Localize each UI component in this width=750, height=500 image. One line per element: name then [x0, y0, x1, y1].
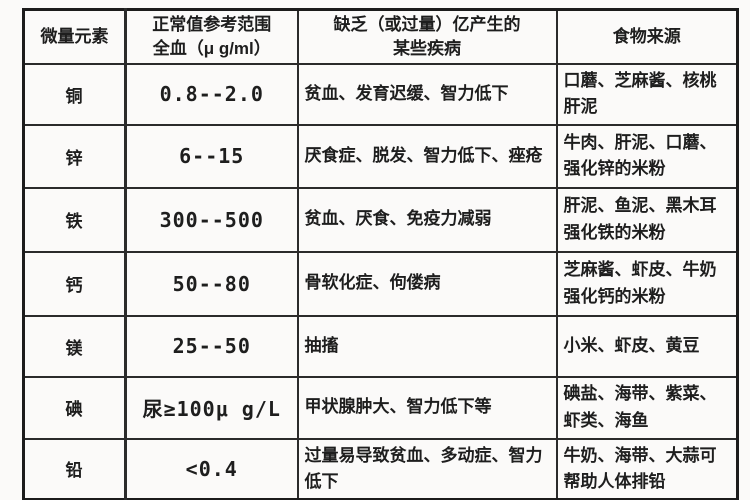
- foods-cell: 芝麻酱、虾皮、牛奶强化钙的米粉: [555, 250, 739, 317]
- element-cell: 铜: [22, 62, 127, 126]
- trace-elements-table: 微量元素 正常值参考范围 全血（μ g/ml） 缺乏（或过量）亿产生的 某些疾病…: [22, 8, 739, 500]
- diseases-cell: 抽搐: [296, 314, 558, 378]
- range-cell: 尿≥100μ g/L: [124, 375, 299, 440]
- element-cell: 碘: [22, 375, 127, 440]
- table-header: 微量元素 正常值参考范围 全血（μ g/ml） 缺乏（或过量）亿产生的 某些疾病…: [22, 8, 739, 65]
- element-cell: 镁: [22, 314, 127, 378]
- element-cell: 锌: [22, 123, 127, 189]
- header-normal-range: 正常值参考范围 全血（μ g/ml）: [124, 8, 299, 65]
- table-row: 钙 50--80 骨软化症、佝偻病 芝麻酱、虾皮、牛奶强化钙的米粉: [22, 250, 739, 317]
- foods-cell: 口蘑、芝麻酱、核桃肝泥: [555, 62, 739, 126]
- element-cell: 铅: [22, 437, 127, 500]
- diseases-cell: 贫血、厌食、免疫力减弱: [296, 186, 558, 253]
- header-diseases: 缺乏（或过量）亿产生的 某些疾病: [296, 8, 558, 65]
- header-food-sources: 食物来源: [555, 8, 739, 65]
- foods-cell: 肝泥、鱼泥、黑木耳强化铁的米粉: [555, 186, 739, 253]
- range-cell: <0.4: [124, 437, 299, 500]
- table-row: 铅 <0.4 过量易导致贫血、多动症、智力低下 牛奶、海带、大蒜可帮助人体排铅: [22, 437, 739, 500]
- diseases-cell: 厌食症、脱发、智力低下、痤疮: [296, 123, 558, 189]
- diseases-cell: 过量易导致贫血、多动症、智力低下: [296, 437, 558, 500]
- range-cell: 25--50: [124, 314, 299, 378]
- foods-cell: 小米、虾皮、黄豆: [555, 314, 739, 378]
- diseases-cell: 骨软化症、佝偻病: [296, 250, 558, 317]
- table-body: 铜 0.8--2.0 贫血、发育迟缓、智力低下 口蘑、芝麻酱、核桃肝泥锌 6--15 厌食…: [22, 62, 739, 500]
- table-row: 镁 25--50 抽搐 小米、虾皮、黄豆: [22, 314, 739, 378]
- foods-cell: 牛奶、海带、大蒜可帮助人体排铅: [555, 437, 739, 500]
- table-row: 锌 6--15 厌食症、脱发、智力低下、痤疮 牛肉、肝泥、口蘑、强化锌的米粉: [22, 123, 739, 189]
- foods-cell: 碘盐、海带、紫菜、虾类、海鱼: [555, 375, 739, 440]
- element-cell: 铁: [22, 186, 127, 253]
- range-cell: 0.8--2.0: [124, 62, 299, 126]
- range-cell: 300--500: [124, 186, 299, 253]
- table-row: 碘尿≥100μ g/L 甲状腺肿大、智力低下等 碘盐、海带、紫菜、虾类、海鱼: [22, 375, 739, 440]
- table-row: 铁 300--500 贫血、厌食、免疫力减弱 肝泥、鱼泥、黑木耳强化铁的米粉: [22, 186, 739, 253]
- foods-cell: 牛肉、肝泥、口蘑、强化锌的米粉: [555, 123, 739, 189]
- table-row: 铜 0.8--2.0 贫血、发育迟缓、智力低下 口蘑、芝麻酱、核桃肝泥: [22, 62, 739, 126]
- range-cell: 6--15: [124, 123, 299, 189]
- range-cell: 50--80: [124, 250, 299, 317]
- diseases-cell: 贫血、发育迟缓、智力低下: [296, 62, 558, 126]
- header-row: 微量元素 正常值参考范围 全血（μ g/ml） 缺乏（或过量）亿产生的 某些疾病…: [22, 8, 739, 65]
- diseases-cell: 甲状腺肿大、智力低下等: [296, 375, 558, 440]
- element-cell: 钙: [22, 250, 127, 317]
- header-element: 微量元素: [22, 8, 127, 65]
